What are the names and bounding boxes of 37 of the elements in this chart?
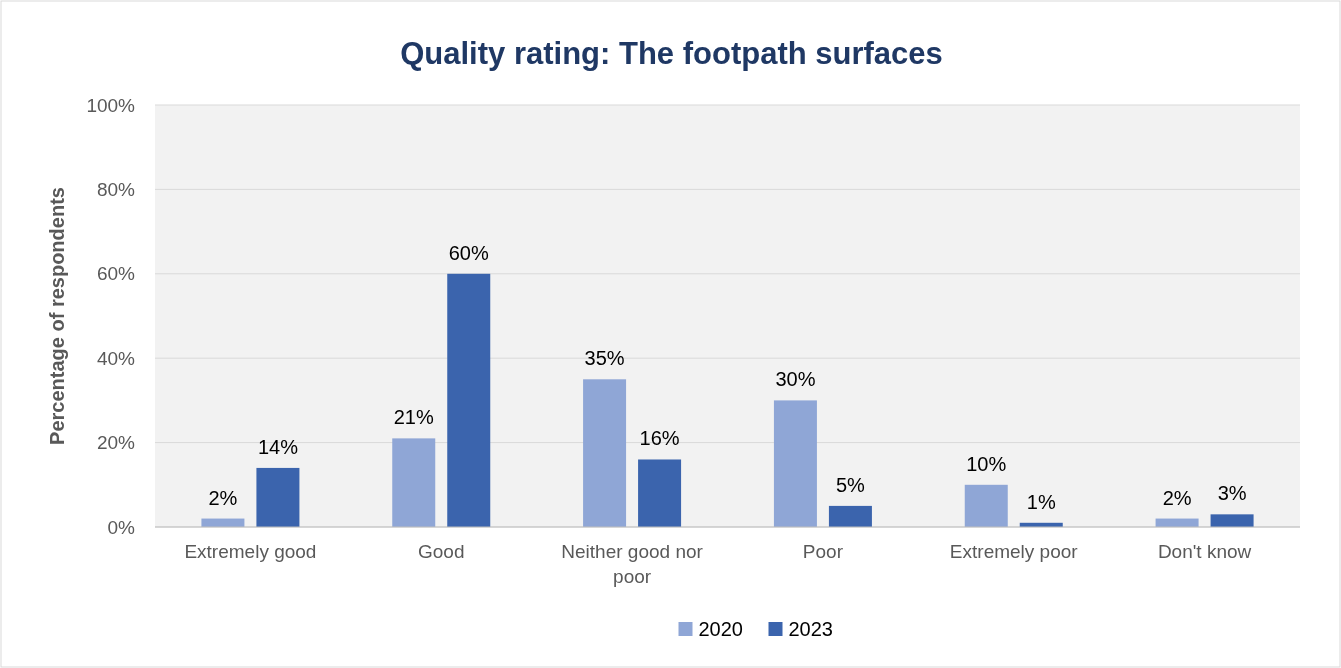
data-label: 3% <box>1217 482 1247 505</box>
data-label: 14% <box>257 435 299 458</box>
y-tick-label: 40% <box>96 347 136 369</box>
y-tick-label: 0% <box>107 516 136 538</box>
y-axis-title: Percentage of respondents <box>46 187 68 445</box>
x-tick-label: Good <box>418 541 465 563</box>
y-tick-label: 80% <box>96 178 136 200</box>
data-label: 16% <box>639 427 680 450</box>
bar <box>583 379 627 527</box>
y-tick-label: 20% <box>96 432 136 454</box>
data-label: 35% <box>584 347 625 370</box>
x-tick-label: Don't know <box>1157 541 1252 563</box>
data-label: 10% <box>966 452 1007 475</box>
legend-label: 2020 <box>698 618 743 640</box>
y-tick-label: 60% <box>96 263 136 285</box>
legend-label: 2023 <box>788 618 833 640</box>
bar <box>638 459 682 527</box>
bar <box>1210 514 1254 527</box>
chart-title: Quality rating: The footpath surfaces <box>400 36 943 71</box>
data-label: 1% <box>1026 490 1056 513</box>
data-label: 2% <box>1162 486 1192 509</box>
y-tick-label: 100% <box>86 94 136 116</box>
x-tick-label: Extremely good <box>184 541 317 563</box>
x-tick-label: Extremely poor <box>949 541 1079 563</box>
bar <box>773 400 817 527</box>
bar <box>256 467 300 527</box>
bar <box>392 438 436 527</box>
x-tick-label: Neither good nor poor <box>561 541 704 588</box>
data-label: 2% <box>208 486 238 509</box>
data-label: 60% <box>448 241 489 264</box>
data-label: 30% <box>775 368 816 391</box>
bar <box>447 273 491 527</box>
data-label: 5% <box>835 473 866 496</box>
x-tick-label: Poor <box>802 541 844 563</box>
bar <box>964 484 1008 527</box>
data-label: 21% <box>393 406 434 429</box>
bar <box>828 505 872 527</box>
